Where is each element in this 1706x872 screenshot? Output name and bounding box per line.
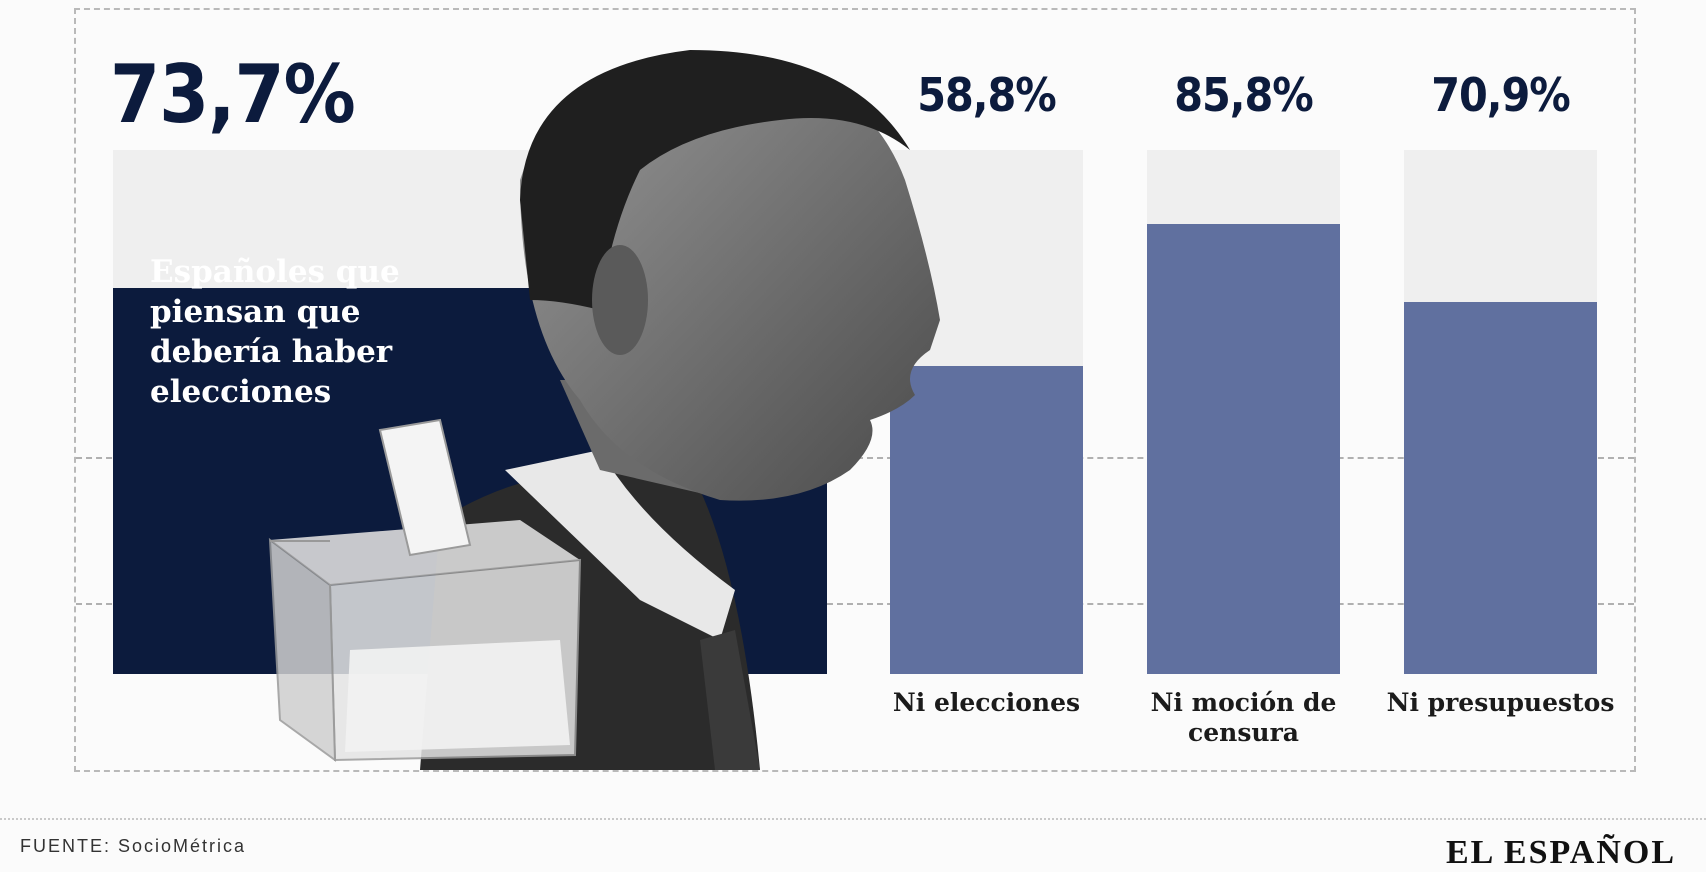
bar-1: [890, 365, 1083, 674]
bar-2: [1147, 224, 1340, 674]
source-note: FUENTE: SocioMétrica: [20, 836, 247, 856]
bar-value-label-3: 70,9%: [1431, 68, 1571, 122]
main-description: Españoles que piensan que debería haber …: [150, 254, 400, 410]
publisher-logo: EL ESPAÑOL: [1445, 834, 1676, 871]
gridline-lower: [76, 603, 1634, 605]
bar-value-label-1: 58,8%: [917, 68, 1057, 122]
category-label-3: Ni presupuestos: [1386, 688, 1615, 717]
category-label-1: Ni elecciones: [892, 688, 1081, 717]
category-label-2: Ni moción de censura: [1150, 688, 1337, 747]
bar-value-label-2: 85,8%: [1174, 68, 1314, 122]
chart-frame: [74, 8, 1636, 772]
bar-3: [1404, 302, 1597, 674]
main-value-label: 73,7%: [110, 48, 356, 141]
footer-divider: [0, 818, 1706, 820]
